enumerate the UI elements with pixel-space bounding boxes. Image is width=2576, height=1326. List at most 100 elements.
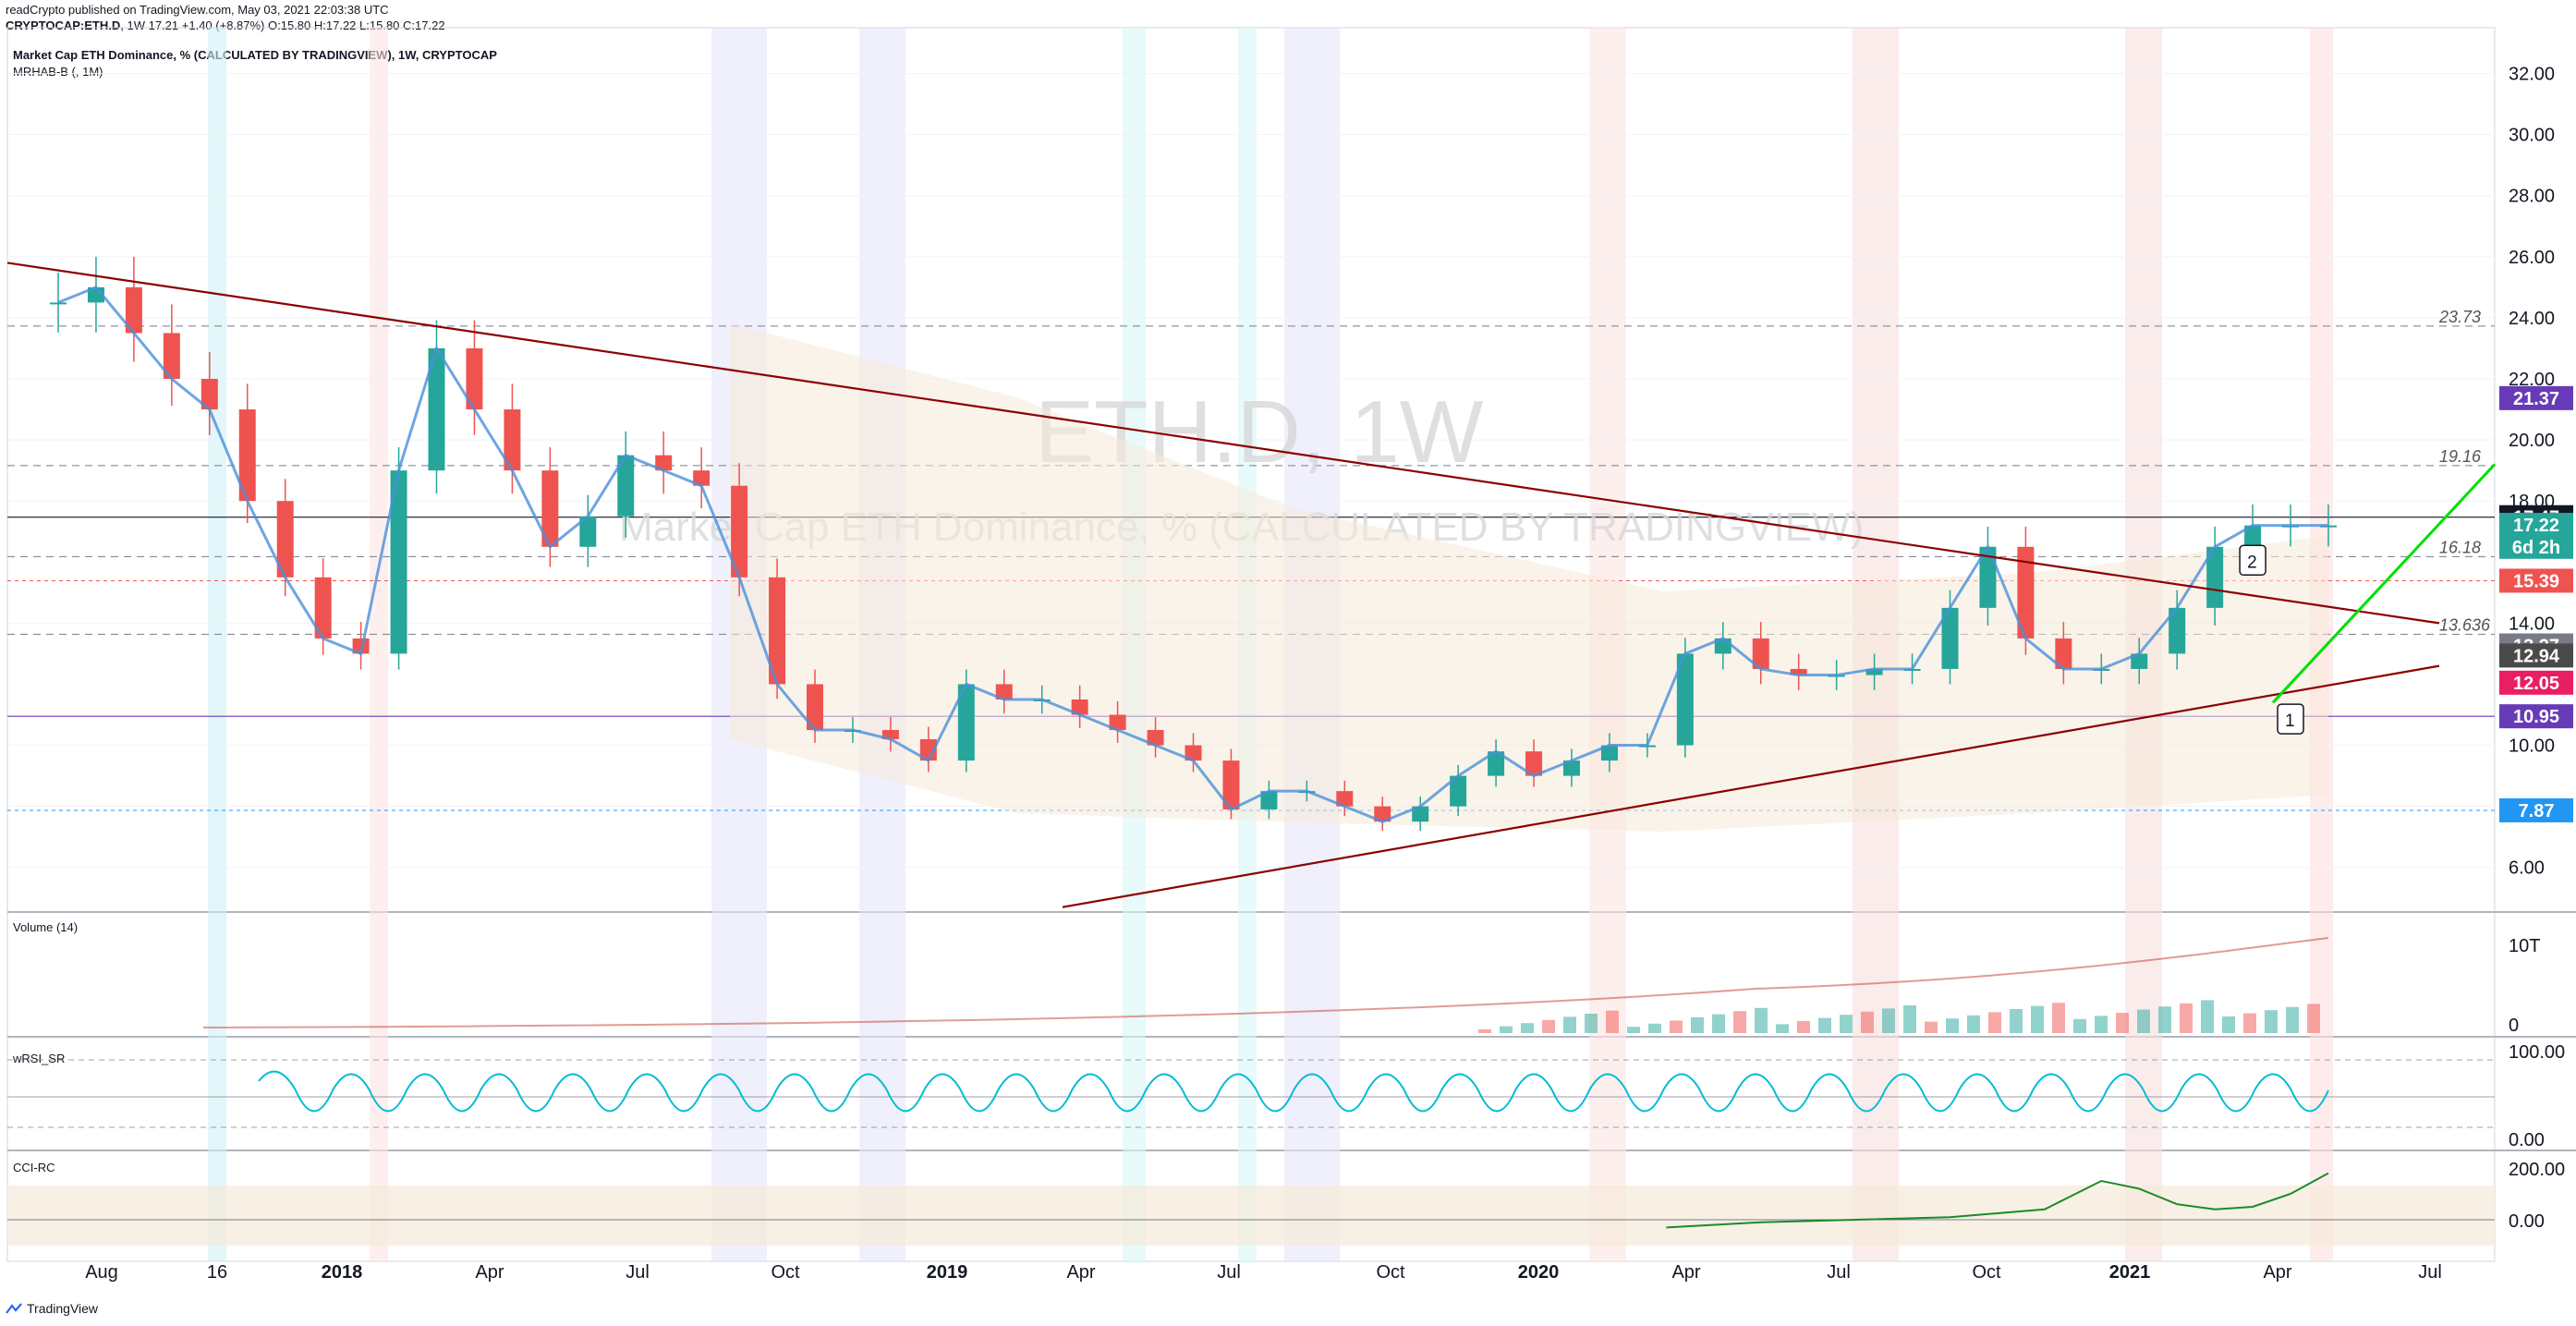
x-tick-label: Jul [2418,1262,2442,1283]
volume-bar [1967,1015,1980,1033]
candle-body [1865,668,1883,675]
volume-bar [2095,1016,2108,1033]
rsi-y-tick: 100.00 [2509,1042,2565,1063]
x-tick-label: Oct [1376,1262,1405,1283]
cci-pane-title[interactable]: CCI-RC [13,1161,55,1174]
candle-body [1109,714,1126,731]
volume-bar [1755,1007,1768,1033]
annotation-box [2277,703,2304,735]
volume-bar [1585,1014,1598,1033]
candle-body [541,470,559,547]
y-tick-label: 20.00 [2509,431,2555,451]
ascending-trendline [1062,664,2440,908]
ichimoku-cloud [730,323,2328,832]
candle-body [1790,668,1807,675]
y-tick-label: 10.00 [2509,736,2555,757]
candle-body [617,455,635,517]
highlight-band [370,28,388,1261]
volume-bar [1797,1021,1810,1033]
candle-body [1185,745,1202,761]
candle-body [881,730,899,739]
price-badge [2499,797,2573,822]
descending-trendline [6,262,2440,625]
volume-bar [1818,1017,1831,1033]
candle-body [2206,546,2224,608]
x-tick-label: Apr [1066,1262,1095,1283]
wrsi-pane-title[interactable]: wRSI_SR [13,1052,66,1065]
y-tick-label: 6.00 [2509,858,2545,879]
annotation-label: 1 [2285,712,2295,731]
x-tick-label: 16 [207,1262,227,1283]
price-badge [2499,534,2573,559]
price-badge-label: 12.94 [2513,646,2560,666]
price-badge [2499,385,2573,410]
candle-body [769,577,786,685]
x-tick-label: Jul [1827,1262,1851,1283]
candle-body [995,684,1013,699]
volume-pane-title[interactable]: Volume (14) [13,920,79,934]
volume-bar [2243,1013,2256,1033]
y-tick-label: 30.00 [2509,126,2555,146]
volume-bar [1946,1018,1959,1033]
x-tick-label: Jul [1217,1262,1241,1283]
publisher-line: readCrypto published on TradingView.com,… [6,3,389,17]
x-tick-label: Apr [2263,1262,2291,1283]
candle-body [731,485,748,578]
candle-body [125,286,142,334]
volume-ma-line [202,937,2329,1028]
candle-body [1600,745,1618,761]
symbol[interactable]: CRYPTOCAP:ETH.D [6,18,121,32]
interval[interactable]: 1W [127,18,145,32]
volume-bar [1670,1020,1683,1033]
volume-bar [2010,1009,2023,1033]
level-label: 13.636 [2439,615,2491,634]
volume-bar [2222,1016,2235,1033]
y-tick-label: 32.00 [2509,65,2555,85]
volume-bar [1903,1005,1916,1033]
candle-body [2244,525,2262,547]
moving-average-line [57,286,2328,823]
candle-body [1979,546,1997,608]
x-tick-label: 2021 [2109,1262,2151,1283]
volume-bar [2073,1018,2086,1033]
volume-bar [1478,1029,1491,1033]
candle-body [352,638,370,654]
candle-body [693,470,711,486]
price-badge-label: 10.95 [2513,707,2559,727]
candle-body [1260,791,1278,809]
x-tick-label: 2020 [1518,1262,1560,1283]
candle-body [1412,806,1429,822]
candle-body [504,409,521,471]
volume-bar [2307,1004,2320,1033]
volume-bar [1542,1019,1555,1033]
volume-bar [1500,1026,1513,1033]
volume-bar [1882,1008,1895,1033]
cci-band [7,1186,2495,1246]
volume-bar [2137,1009,2150,1033]
ohlc-values: O:15.80 H:17.22 L:15.80 C:17.22 [268,18,445,32]
candle-body [163,333,180,380]
price-badge [2499,568,2573,593]
volume-bar [1627,1027,1640,1033]
x-tick-label: Jul [626,1262,650,1283]
candle-body [390,470,407,654]
annotation-box [2239,544,2266,577]
last-price: 17.21 [148,18,179,32]
volume-bar [1925,1021,1938,1033]
y-tick-label: 22.00 [2509,370,2555,390]
volume-y-tick: 10T [2509,936,2540,956]
highlight-band [208,28,226,1261]
cci-y-tick: 0.00 [2509,1211,2545,1232]
x-tick-label: 2019 [927,1262,968,1283]
candle-body [807,684,823,731]
level-label: 19.16 [2439,447,2482,466]
cci-line [1666,1172,2329,1229]
candle-body [50,302,67,305]
indicator-label[interactable]: MRHAB-B (, 1M) [13,65,103,79]
candle-body [1071,699,1088,715]
volume-bar [1691,1017,1704,1033]
candle-body [2169,607,2186,654]
volume-bar [1712,1014,1725,1033]
y-tick-label: 26.00 [2509,248,2555,268]
